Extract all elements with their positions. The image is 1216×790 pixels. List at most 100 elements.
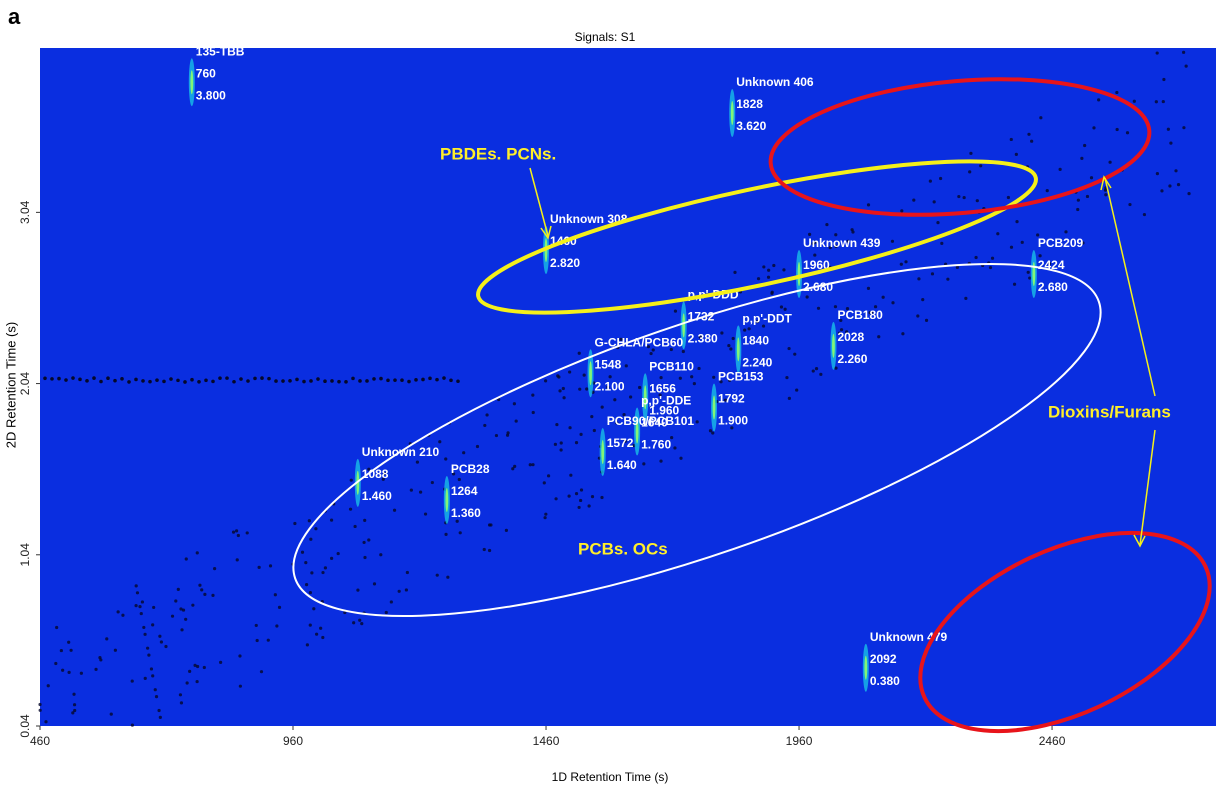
noise-dot — [1064, 230, 1067, 233]
noise-dot — [406, 571, 409, 574]
noise-dot — [60, 649, 63, 652]
noise-dot — [529, 463, 532, 466]
noise-dot — [200, 588, 203, 591]
noise-dot — [138, 605, 141, 608]
noise-dot — [531, 463, 534, 466]
noise-dot — [110, 713, 113, 716]
noise-dot — [80, 672, 83, 675]
noise-dot — [324, 566, 327, 569]
noise-dot — [679, 377, 682, 380]
noise-dot — [488, 549, 491, 552]
noise-dot — [275, 624, 278, 627]
peak-y-label: 2.380 — [688, 332, 718, 346]
noise-dot — [969, 152, 972, 155]
noise-dot — [197, 380, 201, 384]
noise-dot — [505, 529, 508, 532]
noise-dot — [143, 633, 146, 636]
noise-dot — [1160, 189, 1163, 192]
noise-dot — [601, 405, 604, 408]
noise-dot — [882, 296, 885, 299]
noise-dot — [1104, 189, 1107, 192]
noise-dot — [772, 264, 775, 267]
noise-dot — [925, 319, 928, 322]
y-axis-label: 2D Retention Time (s) — [3, 322, 18, 448]
noise-dot — [1010, 138, 1013, 141]
noise-dot — [211, 380, 215, 384]
noise-dot — [1162, 78, 1165, 81]
noise-dot — [85, 379, 89, 383]
noise-dot — [921, 298, 924, 301]
noise-dot — [67, 641, 70, 644]
noise-dot — [562, 396, 565, 399]
noise-dot — [449, 379, 453, 383]
noise-dot — [513, 402, 516, 405]
noise-dot — [682, 350, 685, 353]
noise-dot — [295, 378, 299, 382]
noise-dot — [106, 376, 110, 380]
noise-dot — [1086, 195, 1089, 198]
noise-dot — [337, 552, 340, 555]
noise-dot — [693, 382, 696, 385]
noise-dot — [891, 301, 894, 304]
noise-dot — [515, 419, 518, 422]
noise-dot — [1027, 271, 1030, 274]
noise-dot — [179, 607, 182, 610]
noise-dot — [351, 377, 355, 381]
noise-dot — [398, 590, 401, 593]
noise-dot — [435, 378, 439, 382]
noise-dot — [144, 677, 147, 680]
chart-title: Signals: S1 — [575, 30, 636, 44]
noise-dot — [260, 376, 264, 380]
noise-dot — [785, 376, 788, 379]
noise-dot — [674, 310, 677, 313]
noise-dot — [625, 364, 628, 367]
noise-dot — [485, 413, 488, 416]
noise-dot — [416, 460, 419, 463]
peak-name: PCB90/PCB101 — [607, 414, 695, 428]
noise-dot — [939, 177, 942, 180]
noise-dot — [929, 180, 932, 183]
noise-dot — [1128, 203, 1131, 206]
noise-dot — [544, 379, 547, 382]
noise-dot — [946, 278, 949, 281]
y-tick-label: 0.04 — [18, 714, 32, 738]
noise-dot — [114, 649, 117, 652]
noise-dot — [365, 379, 369, 383]
noise-dot — [476, 445, 479, 448]
noise-dot — [43, 376, 47, 380]
annotation: PBDEs. PCNs. — [440, 144, 556, 163]
noise-dot — [555, 423, 558, 426]
noise-dot — [727, 344, 730, 347]
noise-dot — [44, 720, 47, 723]
noise-dot — [191, 604, 194, 607]
noise-dot — [193, 664, 196, 667]
noise-dot — [373, 582, 376, 585]
noise-dot — [532, 411, 535, 414]
noise-dot — [438, 440, 441, 443]
noise-dot — [613, 398, 616, 401]
noise-dot — [1168, 184, 1171, 187]
noise-dot — [304, 561, 307, 564]
noise-dot — [720, 331, 723, 334]
peak-y-label: 2.680 — [803, 280, 833, 294]
noise-dot — [321, 571, 324, 574]
noise-dot — [258, 566, 261, 569]
noise-dot — [649, 352, 652, 355]
noise-dot — [203, 666, 206, 669]
y-tick-label: 3.04 — [18, 200, 32, 224]
noise-dot — [1174, 169, 1177, 172]
noise-dot — [812, 369, 815, 372]
peak-name: Unknown 439 — [803, 236, 881, 250]
noise-dot — [367, 538, 370, 541]
noise-dot — [916, 314, 919, 317]
peak-core — [798, 262, 801, 286]
noise-dot — [269, 564, 272, 567]
peak-y-label: 3.800 — [196, 88, 226, 102]
peak-x-label: 2092 — [870, 652, 897, 666]
noise-dot — [225, 376, 229, 380]
noise-dot — [1115, 91, 1118, 94]
noise-dot — [302, 380, 306, 384]
noise-dot — [358, 619, 361, 622]
peak-x-label: 1840 — [742, 334, 769, 348]
noise-dot — [788, 397, 791, 400]
